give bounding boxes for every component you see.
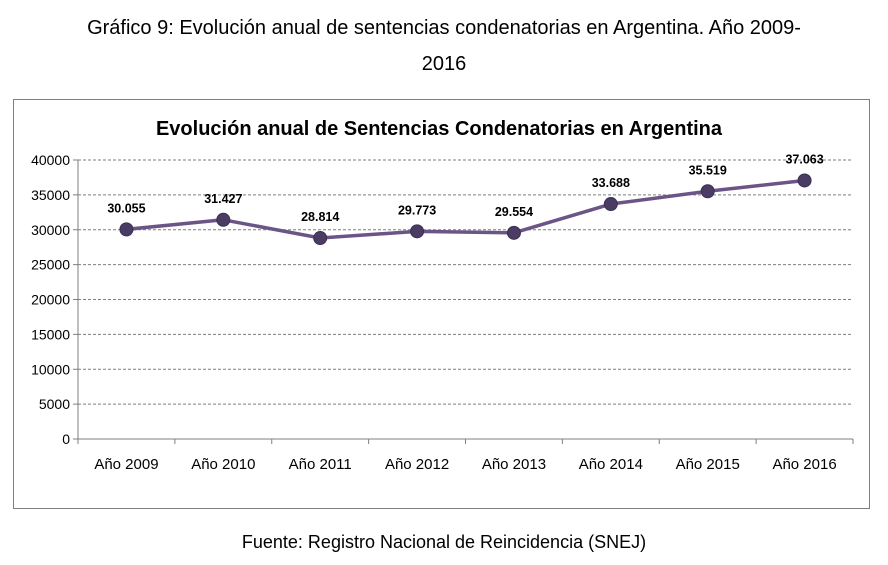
x-tick-label: Año 2010 <box>191 456 255 473</box>
x-tick-label: Año 2013 <box>482 456 546 473</box>
y-tick-label: 5000 <box>39 396 70 412</box>
data-point <box>506 225 521 240</box>
x-tick-label: Año 2011 <box>289 456 352 473</box>
y-tick-label: 25000 <box>31 257 70 273</box>
y-tick-label: 0 <box>62 431 70 447</box>
data-point <box>216 212 231 227</box>
y-tick-label: 15000 <box>31 326 70 342</box>
data-point <box>797 173 812 188</box>
caption-line-2: 2016 <box>421 53 467 75</box>
figure-caption: Gráfico 9: Evolución anual de sentencias… <box>0 10 888 82</box>
data-point <box>603 197 618 212</box>
x-tick-label: Año 2012 <box>385 456 449 473</box>
data-point <box>700 184 715 199</box>
chart-frame: Evolución anual de Sentencias Condenator… <box>13 99 870 509</box>
data-point <box>119 222 134 237</box>
data-point <box>410 224 425 239</box>
data-point <box>313 231 328 246</box>
x-tick-label: Año 2015 <box>676 456 740 473</box>
source-note: Fuente: Registro Nacional de Reincidenci… <box>241 532 647 552</box>
data-label: 30.055 <box>107 201 145 215</box>
data-label: 37.063 <box>785 152 823 166</box>
data-label: 28.814 <box>301 210 339 224</box>
x-tick-label: Año 2009 <box>94 456 158 473</box>
data-label: 35.519 <box>689 163 727 177</box>
x-tick-label: Año 2016 <box>772 456 836 473</box>
series-line <box>126 178 805 240</box>
x-tick-label: Año 2014 <box>579 456 643 473</box>
data-label: 29.773 <box>398 203 436 217</box>
y-tick-label: 20000 <box>31 292 70 308</box>
caption-line-1: Gráfico 9: Evolución anual de sentencias… <box>87 17 801 39</box>
data-label: 33.688 <box>592 176 630 190</box>
data-label: 31.427 <box>204 192 242 206</box>
y-tick-label: 30000 <box>31 222 70 238</box>
y-tick-label: 40000 <box>31 152 70 168</box>
line-chart: Evolución anual de Sentencias Condenator… <box>31 118 854 473</box>
y-tick-label: 10000 <box>31 361 70 377</box>
chart-title: Evolución anual de Sentencias Condenator… <box>156 118 723 140</box>
y-tick-label: 35000 <box>31 187 70 203</box>
data-label: 29.554 <box>495 205 533 219</box>
